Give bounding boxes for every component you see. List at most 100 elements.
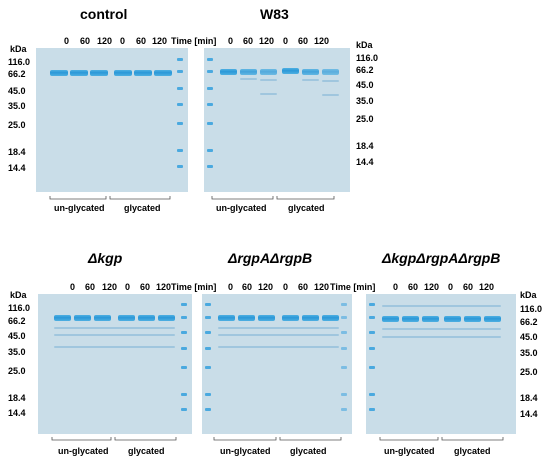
marker-band	[181, 303, 187, 306]
marker-band	[369, 393, 375, 396]
protein-band	[260, 69, 277, 75]
lane-label: 120	[314, 282, 330, 292]
marker-band	[207, 122, 213, 125]
marker-band	[177, 103, 183, 106]
marker-label: 18.4	[356, 141, 374, 151]
group-label-glycated: glycated	[124, 203, 161, 213]
marker-band	[207, 149, 213, 152]
lane-label: 120	[97, 36, 113, 46]
protein-band	[74, 315, 91, 321]
protein-band	[118, 315, 135, 321]
lane-label: 0	[70, 282, 76, 292]
marker-band	[341, 303, 347, 306]
marker-band	[341, 331, 347, 334]
protein-band	[220, 69, 237, 75]
degradation-band	[218, 334, 339, 336]
marker-label: 66.2	[8, 69, 26, 79]
degradation-band	[240, 78, 257, 80]
marker-label: 45.0	[356, 80, 374, 90]
marker-band	[341, 347, 347, 350]
lane-label: 120	[156, 282, 172, 292]
marker-band	[341, 366, 347, 369]
degradation-band	[302, 79, 319, 81]
marker-band	[341, 408, 347, 411]
marker-band	[181, 366, 187, 369]
protein-band	[138, 315, 155, 321]
lane-label: 120	[314, 36, 330, 46]
marker-label: 66.2	[520, 317, 538, 327]
marker-label: 35.0	[356, 96, 374, 106]
marker-band	[177, 165, 183, 168]
lane-label: 60	[298, 282, 309, 292]
lane-label: 60	[80, 36, 91, 46]
degradation-band	[260, 93, 277, 95]
lane-label: 0	[64, 36, 70, 46]
protein-band	[258, 315, 275, 321]
degradation-band	[322, 94, 339, 96]
lane-label: 0	[228, 282, 234, 292]
lane-label: 60	[243, 36, 254, 46]
protein-band	[238, 315, 255, 321]
marker-label: 116.0	[520, 304, 543, 314]
marker-band	[177, 58, 183, 61]
time-unit-label: Time [min]	[171, 282, 217, 292]
marker-band	[205, 316, 211, 319]
protein-band	[322, 69, 339, 75]
protein-band	[302, 69, 319, 75]
degradation-band	[382, 305, 501, 307]
marker-band	[177, 149, 183, 152]
marker-band	[369, 408, 375, 411]
protein-band	[322, 315, 339, 321]
marker-band	[369, 331, 375, 334]
panel-title-triple: ΔkgpΔrgpAΔrgpB	[382, 250, 501, 266]
marker-band	[177, 122, 183, 125]
protein-band	[70, 70, 88, 76]
lane-label: 120	[152, 36, 168, 46]
protein-band	[444, 316, 461, 322]
marker-label: 25.0	[8, 366, 26, 376]
group-label-unglycated: un-glycated	[216, 203, 267, 213]
marker-label: 45.0	[8, 331, 26, 341]
marker-label: 116.0	[8, 57, 31, 67]
group-label-glycated: glycated	[128, 446, 165, 456]
marker-band	[181, 316, 187, 319]
group-label-unglycated: un-glycated	[58, 446, 109, 456]
lane-label: 120	[102, 282, 118, 292]
marker-label: 18.4	[8, 147, 26, 157]
panel-title-w83: W83	[260, 6, 289, 22]
time-unit-label: Time [min]	[171, 36, 217, 46]
group-label-glycated: glycated	[288, 203, 325, 213]
lane-label: 0	[283, 282, 289, 292]
lane-label: 60	[242, 282, 253, 292]
marker-band	[205, 331, 211, 334]
marker-label: 14.4	[8, 408, 26, 418]
lane-label: 120	[258, 282, 274, 292]
gel-image-kgp	[38, 294, 192, 434]
marker-band	[177, 87, 183, 90]
degradation-band	[382, 336, 501, 338]
marker-label: 25.0	[8, 120, 26, 130]
degradation-band	[218, 346, 339, 348]
protein-band	[114, 70, 132, 76]
lane-label: 60	[298, 36, 309, 46]
lane-label: 120	[424, 282, 440, 292]
protein-band	[158, 315, 175, 321]
protein-band	[402, 316, 419, 322]
protein-band	[50, 70, 68, 76]
protein-band	[302, 315, 319, 321]
marker-band	[207, 58, 213, 61]
degradation-band	[322, 80, 339, 82]
marker-band	[181, 408, 187, 411]
marker-band	[369, 347, 375, 350]
group-label-unglycated: un-glycated	[220, 446, 271, 456]
marker-band	[207, 70, 213, 73]
protein-band	[382, 316, 399, 322]
marker-label: 66.2	[356, 65, 374, 75]
protein-band	[484, 316, 501, 322]
protein-band	[240, 69, 257, 75]
marker-band	[369, 366, 375, 369]
group-label-unglycated: un-glycated	[54, 203, 105, 213]
marker-band	[341, 316, 347, 319]
marker-label: 14.4	[8, 163, 26, 173]
